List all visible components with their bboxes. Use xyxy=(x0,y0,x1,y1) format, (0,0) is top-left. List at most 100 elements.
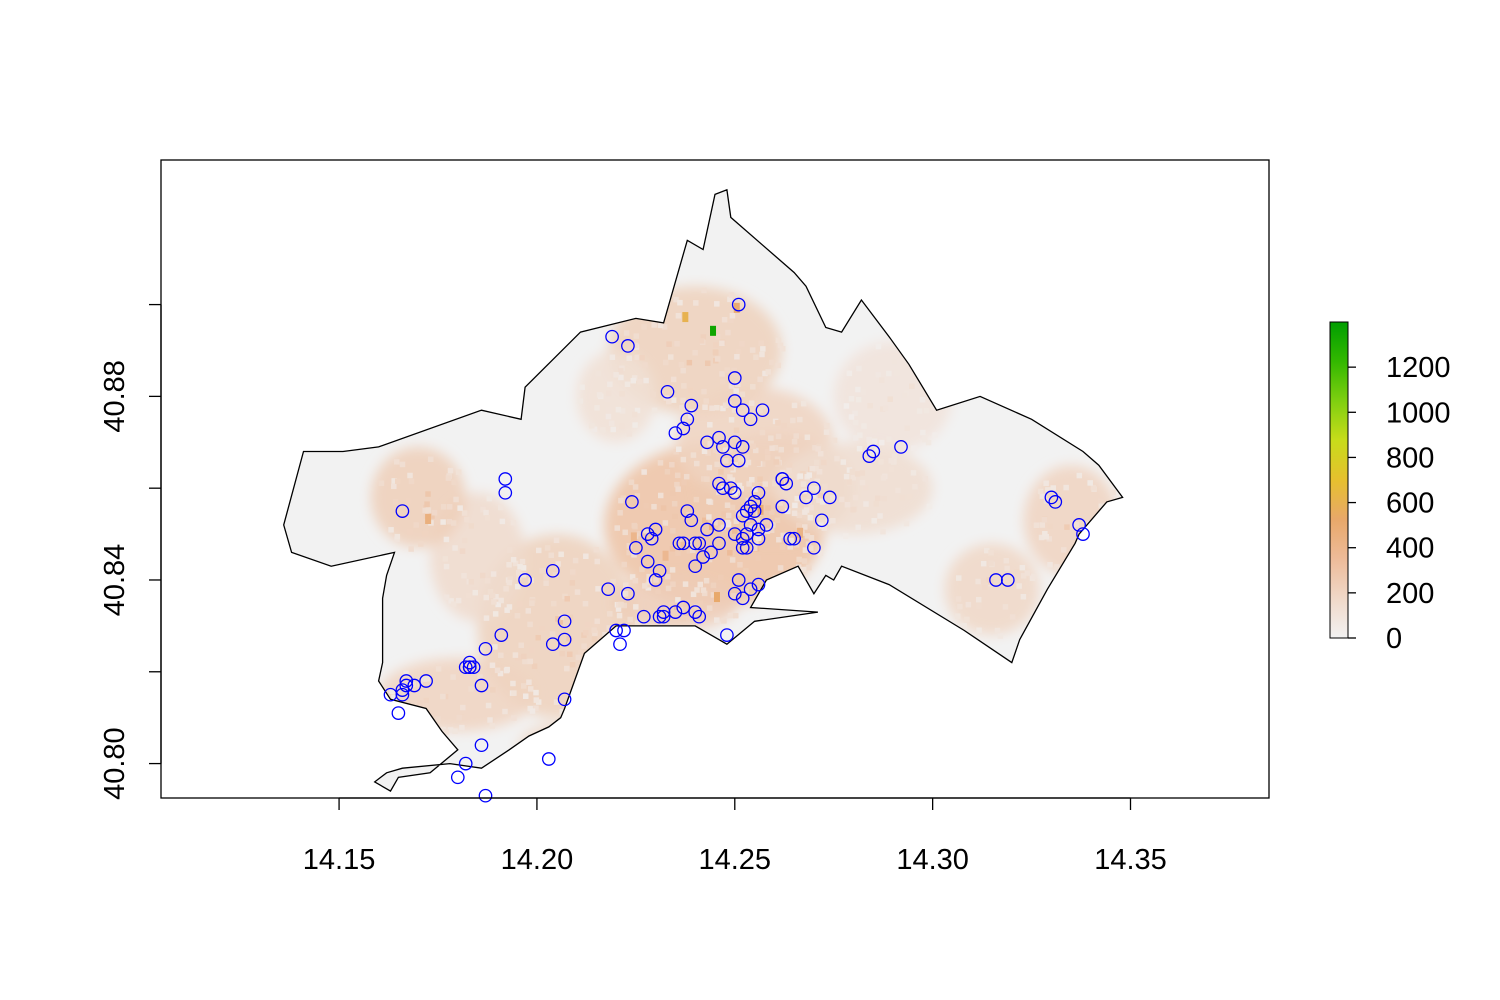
raster-cell xyxy=(651,322,657,328)
raster-cell xyxy=(382,701,388,707)
raster-cell xyxy=(882,405,889,411)
raster-cell xyxy=(502,708,508,715)
raster-cell xyxy=(680,541,687,548)
station-point xyxy=(478,788,493,803)
raster-cell xyxy=(909,347,915,354)
raster-cell xyxy=(980,578,987,584)
raster-cell xyxy=(583,553,589,560)
raster-cell xyxy=(791,575,797,581)
raster-cell xyxy=(529,708,536,714)
raster-cell xyxy=(417,700,423,706)
station-point xyxy=(545,637,560,652)
raster-cell xyxy=(786,462,793,469)
raster-cell xyxy=(852,435,859,441)
raster-cell xyxy=(703,398,709,404)
raster-cell xyxy=(854,471,861,477)
raster-cell xyxy=(631,522,638,529)
raster-cell xyxy=(1106,552,1113,559)
raster-cell xyxy=(802,524,808,530)
raster-cell xyxy=(574,700,581,706)
raster-cell xyxy=(920,429,926,436)
station-point xyxy=(478,641,493,656)
raster-peak xyxy=(713,592,720,603)
raster-cell xyxy=(642,583,648,589)
raster-cell xyxy=(672,513,678,520)
raster-cell xyxy=(800,481,807,487)
raster-cell xyxy=(565,766,571,772)
raster-cell xyxy=(461,510,468,516)
raster-hotspot xyxy=(774,442,933,535)
station-point xyxy=(692,536,707,551)
raster-cell xyxy=(395,478,401,484)
raster-cell xyxy=(664,573,671,580)
raster-cell xyxy=(722,447,729,454)
raster-cell xyxy=(648,539,655,545)
raster-cell xyxy=(627,650,633,657)
raster-cell xyxy=(643,377,649,384)
raster-cell xyxy=(775,362,782,369)
raster-cell xyxy=(747,583,753,590)
raster-cell xyxy=(886,436,892,442)
raster-cell xyxy=(625,654,631,660)
legend-tick-label: 800 xyxy=(1386,442,1434,474)
raster-cell xyxy=(450,520,457,526)
raster-cell xyxy=(435,666,442,672)
raster-cell xyxy=(1091,534,1097,541)
station-point xyxy=(545,563,560,578)
raster-cell xyxy=(850,507,856,513)
raster-cell xyxy=(891,358,898,365)
legend-tick-label: 200 xyxy=(1386,578,1434,610)
legend-tick-label: 400 xyxy=(1386,533,1434,565)
station-point xyxy=(747,504,762,518)
raster-cell xyxy=(405,712,412,718)
raster-cell xyxy=(443,729,449,735)
raster-cell xyxy=(651,503,657,510)
station-point xyxy=(799,490,813,505)
raster-cell xyxy=(919,396,926,403)
station-point xyxy=(688,536,703,551)
raster-cell xyxy=(607,381,613,388)
raster-cell xyxy=(714,404,720,411)
raster-cell xyxy=(621,602,628,609)
raster-cell xyxy=(461,572,467,579)
raster-cell xyxy=(976,627,982,634)
raster-cell xyxy=(867,402,873,409)
raster-cell xyxy=(801,558,808,564)
raster-cell xyxy=(698,338,705,344)
raster-cell xyxy=(609,354,616,360)
raster-cell xyxy=(391,483,397,490)
raster-hotspot xyxy=(517,722,597,778)
raster-cell xyxy=(453,496,459,503)
raster-cell xyxy=(643,503,649,509)
raster-cell xyxy=(806,472,813,478)
raster-cell xyxy=(769,509,775,515)
raster-cell xyxy=(888,466,895,472)
raster-cell xyxy=(591,659,598,665)
raster-cell xyxy=(578,649,584,656)
raster-cell xyxy=(743,588,749,595)
raster-cell xyxy=(1004,565,1010,572)
legend-colorbar xyxy=(1329,321,1349,639)
station-point xyxy=(688,559,703,574)
raster-cell xyxy=(694,587,700,593)
raster-cell xyxy=(425,491,431,497)
raster-cell xyxy=(729,504,736,511)
raster-cell xyxy=(762,481,769,487)
raster-cell xyxy=(673,296,679,303)
raster-cell xyxy=(394,533,401,540)
station-point xyxy=(1000,573,1015,587)
raster-cell xyxy=(893,369,900,376)
raster-hotspot xyxy=(370,446,466,548)
raster-cell xyxy=(772,480,778,487)
station-point xyxy=(676,421,691,436)
raster-cell xyxy=(1114,533,1121,539)
raster-cell xyxy=(1089,493,1096,500)
station-point xyxy=(759,518,774,532)
station-point xyxy=(735,440,750,454)
raster-cell xyxy=(1101,542,1107,548)
raster-cell xyxy=(759,461,766,467)
raster-cell xyxy=(676,446,682,453)
raster-cell xyxy=(489,592,496,599)
raster-cell xyxy=(533,689,539,696)
raster-cell xyxy=(631,552,637,558)
